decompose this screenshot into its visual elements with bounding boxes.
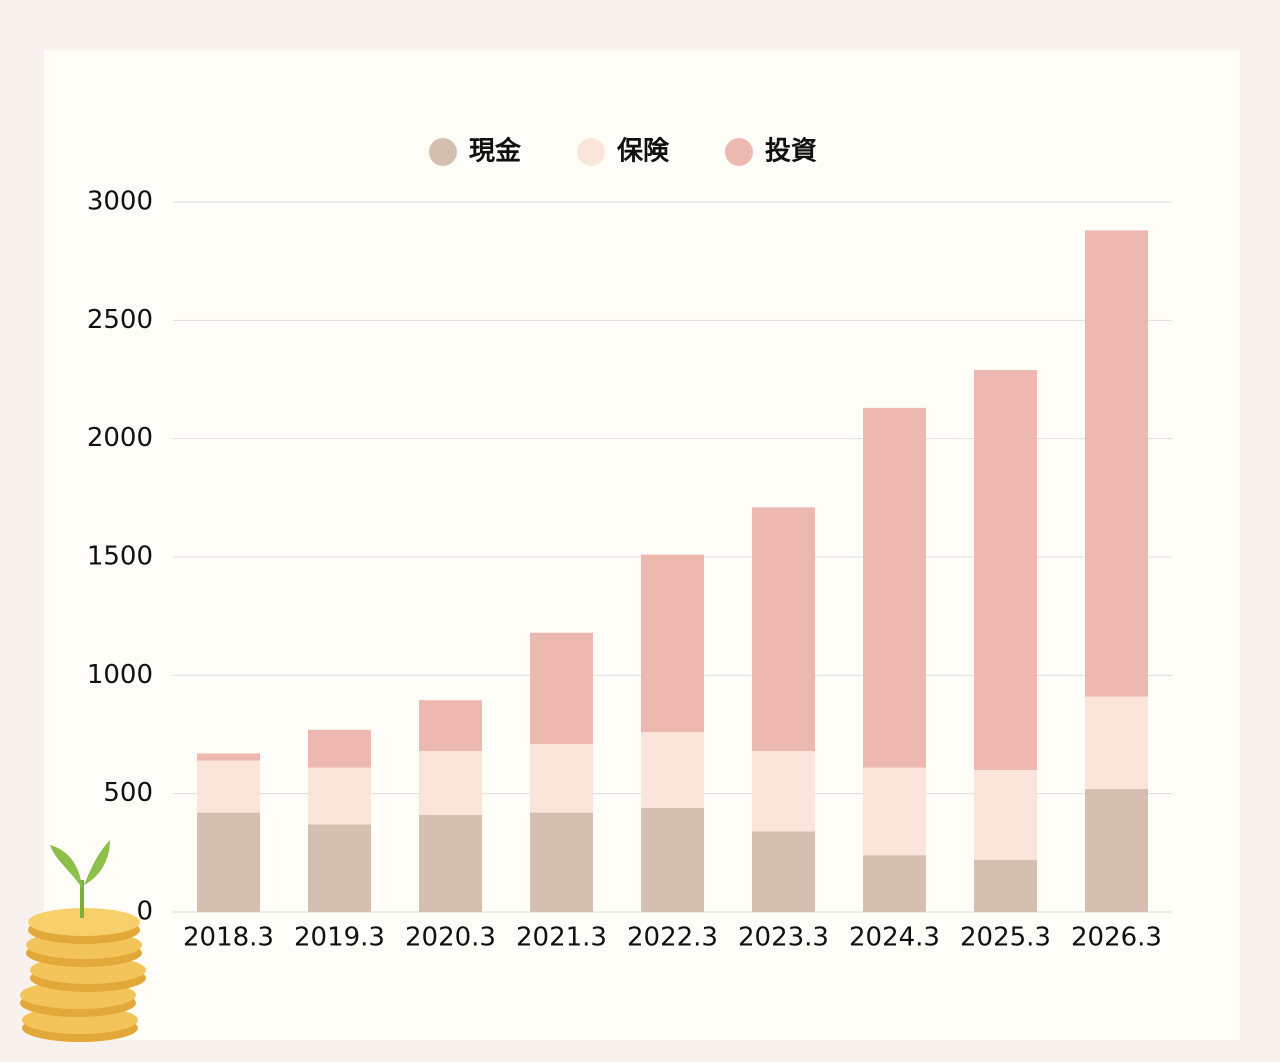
bar-segment	[641, 807, 704, 912]
bar-segment	[308, 824, 371, 912]
x-tick-label: 2021.3	[516, 923, 607, 953]
x-tick-label: 2024.3	[849, 923, 940, 953]
legend-swatch	[429, 138, 457, 166]
y-tick-label: 2500	[87, 305, 153, 335]
bar-segment	[641, 732, 704, 808]
x-tick-label: 2025.3	[960, 923, 1051, 953]
bar-segment	[197, 812, 260, 912]
bar-segment	[974, 770, 1037, 860]
bar-segment	[530, 743, 593, 813]
x-tick-label: 2018.3	[183, 923, 274, 953]
legend-label: 投資	[765, 137, 817, 167]
y-tick-label: 1500	[87, 542, 153, 572]
x-tick-label: 2019.3	[294, 923, 385, 953]
bar-segment	[530, 812, 593, 912]
bar-segment	[863, 407, 926, 768]
coins-illustration	[20, 840, 146, 1042]
x-tick-label: 2026.3	[1071, 923, 1162, 953]
bar-segment	[1085, 788, 1148, 912]
bar-segment	[419, 814, 482, 912]
y-tick-label: 1000	[87, 660, 153, 690]
bar-segment	[308, 729, 371, 768]
legend-label: 現金	[469, 136, 522, 167]
bar-segment	[752, 751, 815, 832]
bar-segment	[197, 753, 260, 761]
y-tick-label: 3000	[87, 187, 153, 217]
bar-segment	[197, 760, 260, 813]
bar-segment	[974, 859, 1037, 912]
bar-segment	[1085, 696, 1148, 789]
x-tick-label: 2023.3	[738, 923, 829, 953]
plot: 0 500 1000 1500 2000 2500 3000 現金 保険 投資 2018.3 2019…	[87, 136, 1172, 953]
legend-swatch	[725, 138, 753, 166]
bar-segment	[863, 855, 926, 912]
y-tick-label: 0	[136, 897, 153, 927]
bar-segment	[419, 700, 482, 752]
legend-swatch	[577, 138, 605, 166]
bar-segment	[974, 370, 1037, 770]
bar-segment	[530, 632, 593, 744]
x-tick-label: 2020.3	[405, 923, 496, 953]
bar-segment	[1085, 230, 1148, 697]
bar-segment	[308, 767, 371, 825]
bar-segment	[752, 831, 815, 912]
bar-segment	[419, 751, 482, 815]
y-tick-label: 500	[103, 778, 153, 808]
y-tick-label: 2000	[87, 423, 153, 453]
x-tick-label: 2022.3	[627, 923, 718, 953]
legend-label: 保険	[616, 136, 670, 167]
bar-segment	[641, 554, 704, 733]
bar-segment	[752, 507, 815, 752]
bar-segment	[863, 767, 926, 856]
